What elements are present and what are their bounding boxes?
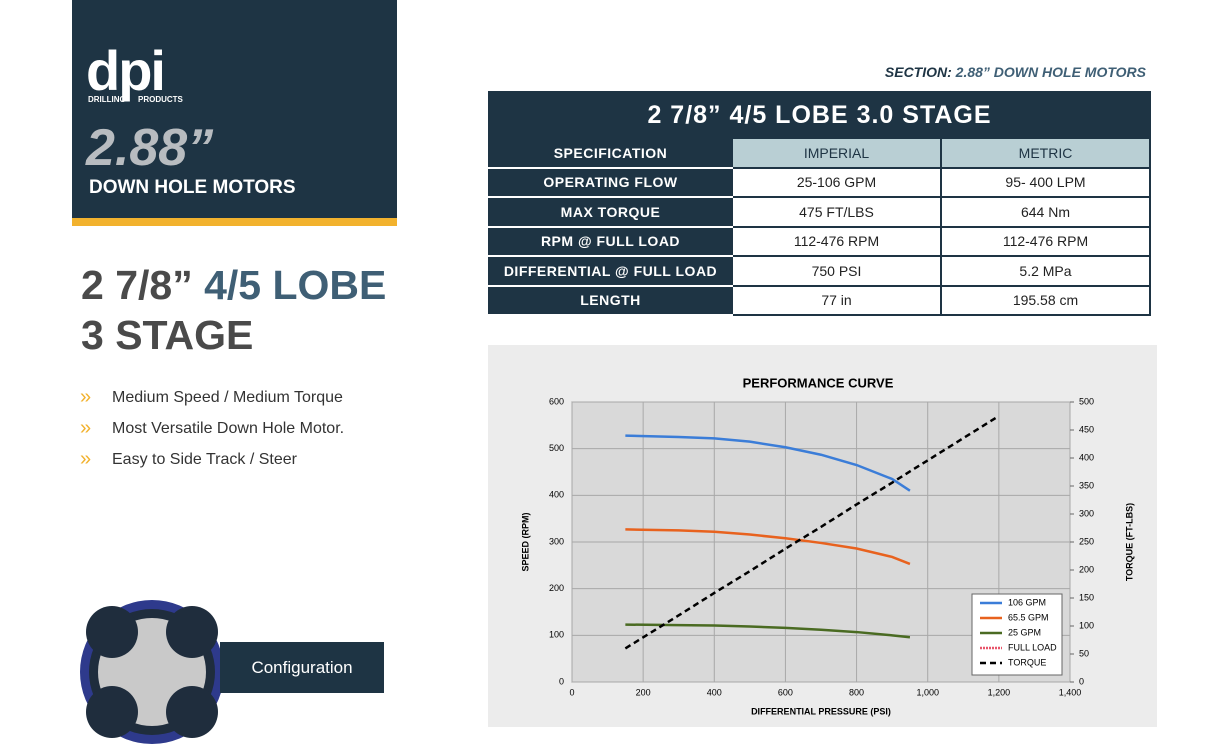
table-row: DIFFERENTIAL @ FULL LOAD 750 PSI 5.2 MPa: [488, 255, 1151, 287]
bullet-marker: »: [80, 448, 92, 470]
y2-tick-label: 200: [1079, 564, 1094, 574]
header-panel: [72, 0, 397, 218]
y-axis-label: SPEED (RPM): [520, 512, 530, 571]
accent-stripe: [72, 218, 397, 226]
heading-part: 2 7/8”: [81, 262, 193, 308]
y2-tick-label: 300: [1079, 508, 1094, 518]
legend-label: TORQUE: [1008, 657, 1046, 667]
column-header: SPECIFICATION: [488, 137, 733, 169]
x-tick-label: 1,400: [1059, 687, 1082, 697]
legend-label: 25 GPM: [1008, 627, 1041, 637]
icon-cut: [86, 686, 138, 738]
y2-tick-label: 400: [1079, 452, 1094, 462]
bullet-text: Medium Speed / Medium Torque: [112, 389, 343, 406]
y2-tick-label: 100: [1079, 620, 1094, 630]
y-tick-label: 500: [549, 443, 564, 453]
row-header: LENGTH: [488, 284, 733, 316]
bullet-text: Easy to Side Track / Steer: [112, 451, 297, 468]
x-tick-label: 200: [636, 687, 651, 697]
heading-part: 4/5 LOBE: [204, 262, 387, 308]
table-title: 2 7/8” 4/5 LOBE 3.0 STAGE: [488, 91, 1151, 139]
bullet-marker: »: [80, 417, 92, 439]
table-cell: 195.58 cm: [940, 284, 1151, 316]
table-cell: 25-106 GPM: [731, 166, 942, 198]
row-header: RPM @ FULL LOAD: [488, 225, 733, 257]
icon-cut: [166, 686, 218, 738]
heading: 3 STAGE: [81, 312, 254, 358]
x-tick-label: 400: [707, 687, 722, 697]
row-header: MAX TORQUE: [488, 196, 733, 228]
icon-cut: [166, 606, 218, 658]
y2-tick-label: 250: [1079, 536, 1094, 546]
column-header: METRIC: [940, 137, 1151, 169]
configuration-icon: [80, 600, 224, 744]
spec-table: 2 7/8” 4/5 LOBE 3.0 STAGE SPECIFICATION IM…: [488, 91, 1151, 316]
section: SECTION: 2.88” DOWN HOLE MOTORS: [885, 64, 1146, 80]
series-line: [624, 414, 1000, 650]
table-row: MAX TORQUE 475 FT/LBS 644 Nm: [488, 196, 1151, 228]
table-cell: 112-476 RPM: [940, 225, 1151, 257]
y2-tick-label: 350: [1079, 480, 1094, 490]
x-tick-label: 1,200: [988, 687, 1011, 697]
bullet-text: Most Versatile Down Hole Motor.: [112, 420, 345, 437]
table-cell: 95- 400 LPM: [940, 166, 1151, 198]
title-row: 2 7/8” 4/5 LOBE 3.0 STAGE: [488, 91, 1151, 139]
y-tick-label: 300: [549, 536, 564, 546]
legend-box: [971, 593, 1063, 676]
legend-label: 106 GPM: [1008, 597, 1046, 607]
series-line: [625, 623, 911, 639]
y-tick-label: 0: [559, 676, 564, 686]
x-tick-label: 0: [569, 687, 574, 697]
y-tick-label: 600: [549, 396, 564, 406]
heading: 2 7/8” 4/5 LOBE: [81, 262, 386, 309]
y2-axis-label: TORQUE (FT-LBS): [1124, 503, 1134, 581]
y-tick-label: 200: [549, 583, 564, 593]
table-cell: 77 in: [731, 284, 942, 316]
table-cell: 5.2 MPa: [940, 255, 1151, 287]
series-line: [625, 434, 911, 492]
y2-tick-label: 150: [1079, 592, 1094, 602]
table-row: LENGTH 77 in 195.58 cm: [488, 284, 1151, 316]
logo-tagline: PRODUCTS: [138, 95, 183, 104]
header-size: 2.88”: [86, 119, 214, 177]
x-tick-label: 600: [778, 687, 793, 697]
chart-title: PERFORMANCE CURVE: [743, 375, 894, 390]
series-line: [625, 528, 911, 566]
table-cell: 112-476 RPM: [731, 225, 942, 257]
x-tick-label: 800: [849, 687, 864, 697]
table-row: OPERATING FLOW 25-106 GPM 95- 400 LPM: [488, 166, 1151, 198]
table-row: RPM @ FULL LOAD 112-476 RPM 112-476 RPM: [488, 225, 1151, 257]
legend-label: FULL LOAD: [1008, 642, 1057, 652]
legend-label: 65.5 GPM: [1008, 612, 1049, 622]
table-cell: 475 FT/LBS: [731, 196, 942, 228]
icon-cut: [86, 606, 138, 658]
y-tick-label: 100: [549, 630, 564, 640]
logo-tagline: DRILLING: [88, 95, 126, 104]
y2-tick-label: 450: [1079, 424, 1094, 434]
section-label: SECTION:: [884, 64, 952, 80]
column-header: IMPERIAL: [731, 137, 942, 169]
header-subtitle: DOWN HOLE MOTORS: [89, 177, 296, 198]
x-axis-label: DIFFERENTIAL PRESSURE (PSI): [751, 706, 891, 716]
section-value: 2.88” DOWN HOLE MOTORS: [955, 64, 1146, 80]
row-header: OPERATING FLOW: [488, 166, 733, 198]
bullet-marker: »: [80, 386, 92, 408]
y2-tick-label: 50: [1079, 648, 1089, 658]
y-tick-label: 400: [549, 490, 564, 500]
logo: dpi: [86, 39, 166, 102]
y2-tick-label: 0: [1079, 676, 1084, 686]
y2-tick-label: 500: [1079, 396, 1094, 406]
header-row: SPECIFICATION IMPERIAL METRIC: [488, 137, 1151, 169]
x-tick-label: 1,000: [916, 687, 939, 697]
configuration-label: Configuration: [220, 642, 384, 693]
table-cell: 644 Nm: [940, 196, 1151, 228]
